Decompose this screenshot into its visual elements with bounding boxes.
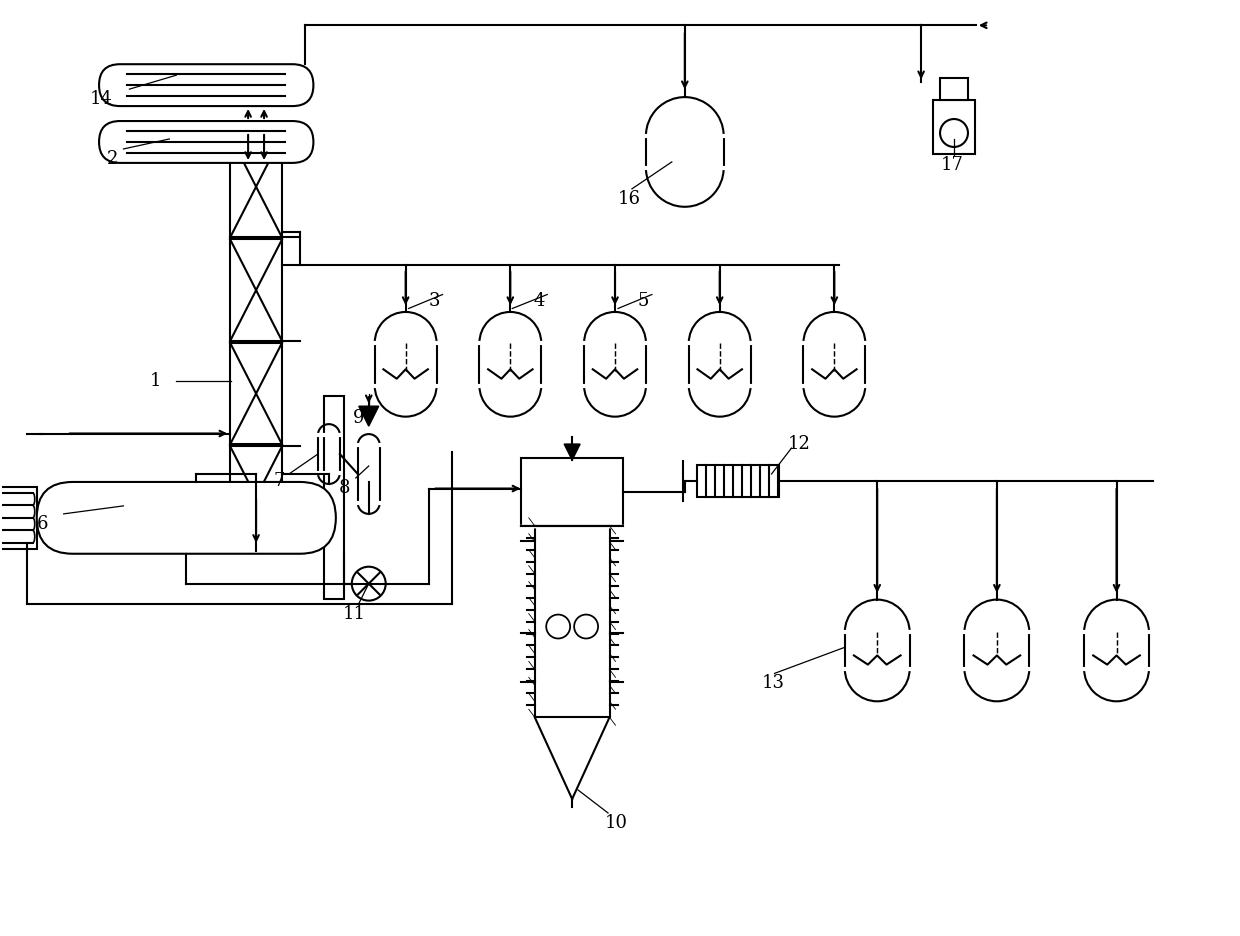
Bar xyxy=(317,435,340,473)
Bar xyxy=(688,343,750,386)
Bar xyxy=(584,343,646,386)
Bar xyxy=(697,465,779,497)
FancyBboxPatch shape xyxy=(99,65,314,106)
FancyBboxPatch shape xyxy=(99,121,314,163)
Polygon shape xyxy=(564,444,580,460)
Text: 10: 10 xyxy=(605,814,627,832)
Bar xyxy=(374,343,436,386)
Text: 7: 7 xyxy=(273,472,284,490)
Bar xyxy=(231,132,281,550)
Text: 8: 8 xyxy=(339,479,351,497)
Text: 16: 16 xyxy=(618,190,641,208)
Bar xyxy=(1084,632,1149,669)
Text: 17: 17 xyxy=(941,156,963,174)
Bar xyxy=(965,632,1029,669)
Bar xyxy=(940,78,968,99)
Bar xyxy=(932,99,975,154)
Text: 12: 12 xyxy=(787,435,811,453)
Bar xyxy=(521,458,622,526)
Bar xyxy=(324,396,343,599)
Bar xyxy=(844,632,910,669)
Text: 13: 13 xyxy=(761,674,785,693)
Bar xyxy=(480,343,541,386)
Text: 1: 1 xyxy=(149,373,161,390)
Text: 5: 5 xyxy=(637,292,650,311)
Text: 3: 3 xyxy=(429,292,440,311)
Polygon shape xyxy=(358,406,378,426)
Bar xyxy=(646,136,724,168)
Text: 6: 6 xyxy=(37,515,48,533)
Text: 4: 4 xyxy=(533,292,544,311)
Text: 2: 2 xyxy=(107,150,118,168)
Bar xyxy=(804,343,866,386)
Bar xyxy=(0,487,37,548)
Bar xyxy=(534,526,610,717)
Text: 11: 11 xyxy=(342,605,366,622)
Text: 9: 9 xyxy=(353,409,365,427)
Text: 14: 14 xyxy=(89,90,113,108)
FancyBboxPatch shape xyxy=(37,482,336,554)
Bar xyxy=(358,446,379,503)
